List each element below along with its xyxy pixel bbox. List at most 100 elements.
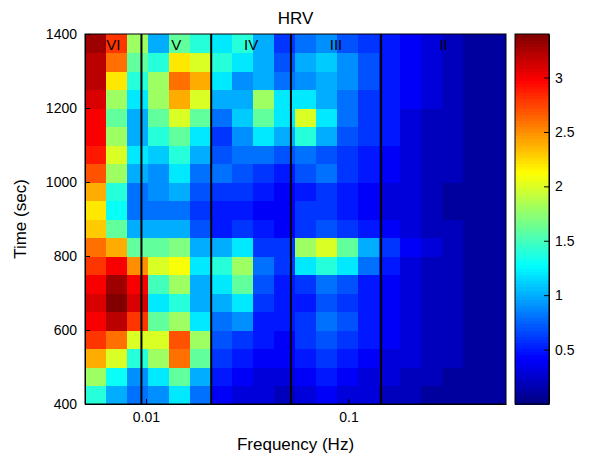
heat-cell — [211, 108, 232, 127]
heat-cell — [85, 182, 107, 201]
heat-cell — [379, 71, 400, 90]
heat-cell — [421, 145, 443, 164]
colorbar-swatch — [515, 34, 549, 38]
heat-cell — [232, 71, 254, 90]
heat-cell — [127, 201, 149, 220]
heat-cell — [169, 330, 191, 349]
heat-cell — [295, 71, 317, 90]
heat-cell — [274, 386, 296, 405]
heat-cell — [316, 219, 338, 238]
heat-cell — [295, 312, 317, 331]
heat-cell — [169, 34, 191, 53]
heat-cell — [421, 312, 443, 331]
colorbar-tick: 1.5 — [544, 233, 575, 249]
y-tick-mark — [85, 256, 90, 257]
heat-cell — [190, 238, 212, 257]
y-tick-label: 400 — [54, 396, 78, 412]
heat-cell — [358, 367, 380, 386]
band-label: II — [439, 36, 447, 53]
heat-cell — [485, 127, 506, 146]
heat-cell — [274, 53, 296, 72]
y-tick-label: 1400 — [46, 26, 77, 42]
heat-cell — [316, 386, 338, 405]
heat-cell — [358, 34, 380, 53]
heat-cell — [85, 90, 107, 109]
heat-cell — [295, 238, 317, 257]
heat-cell — [463, 53, 485, 72]
heat-cell — [106, 386, 128, 405]
heat-cell — [421, 182, 443, 201]
heat-cell — [232, 53, 254, 72]
heat-cell — [421, 219, 443, 238]
heat-cell — [190, 293, 212, 312]
heat-cell — [169, 293, 191, 312]
plot-area — [85, 34, 506, 404]
heat-cell — [211, 90, 232, 109]
heat-cell — [253, 312, 275, 331]
heat-cell — [485, 219, 506, 238]
heat-cell — [232, 145, 254, 164]
heat-cell — [421, 164, 443, 183]
heat-cell — [485, 145, 506, 164]
heat-cell — [379, 127, 400, 146]
heat-cell — [295, 386, 317, 405]
heat-cell — [211, 349, 232, 368]
colorbar-tick-mark — [544, 186, 549, 187]
heat-cell — [274, 164, 296, 183]
heat-cell — [190, 108, 212, 127]
heat-cell — [485, 386, 506, 405]
heat-cell — [358, 182, 380, 201]
band-label: IV — [244, 36, 258, 53]
heat-cell — [316, 256, 338, 275]
heat-cell — [400, 312, 422, 331]
heat-cell — [148, 275, 170, 294]
heat-cell — [442, 90, 464, 109]
heat-cell — [85, 164, 107, 183]
heat-cell — [232, 182, 254, 201]
heat-cell — [232, 108, 254, 127]
heat-cell — [463, 238, 485, 257]
x-tick-mark — [348, 399, 349, 404]
heat-cell — [463, 367, 485, 386]
heat-cell — [442, 238, 464, 257]
heat-cell — [421, 53, 443, 72]
heat-cell — [485, 293, 506, 312]
heat-cell — [316, 367, 338, 386]
heat-cell — [127, 34, 149, 53]
heat-cell — [169, 71, 191, 90]
heat-cell — [106, 182, 128, 201]
heat-cell — [211, 238, 232, 257]
colorbar-frame — [515, 34, 549, 404]
colorbar-tick-label: 1.5 — [555, 233, 575, 249]
y-tick: 1400 — [46, 26, 90, 42]
heat-cell — [274, 256, 296, 275]
heat-cell — [295, 164, 317, 183]
band-label: III — [330, 36, 343, 53]
heat-cell — [337, 349, 359, 368]
heat-cell — [463, 349, 485, 368]
heat-cell — [442, 108, 464, 127]
x-tick: 0.1 — [339, 399, 359, 425]
heat-cell — [442, 275, 464, 294]
heat-cell — [127, 330, 149, 349]
heat-cell — [358, 145, 380, 164]
heat-cell — [274, 275, 296, 294]
heat-cell — [211, 275, 232, 294]
heat-cell — [148, 330, 170, 349]
heat-cell — [358, 127, 380, 146]
heat-cell — [400, 108, 422, 127]
heat-cell — [295, 108, 317, 127]
heat-cell — [485, 275, 506, 294]
heat-cell — [211, 330, 232, 349]
heat-cell — [85, 349, 107, 368]
heat-cell — [190, 71, 212, 90]
heat-cell — [85, 330, 107, 349]
heat-cell — [274, 312, 296, 331]
heat-cell — [358, 164, 380, 183]
heat-cell — [463, 145, 485, 164]
chart-title: HRV — [278, 9, 314, 28]
heat-cell — [274, 71, 296, 90]
heat-cell — [463, 219, 485, 238]
heat-cell — [379, 34, 400, 53]
heat-cell — [190, 256, 212, 275]
